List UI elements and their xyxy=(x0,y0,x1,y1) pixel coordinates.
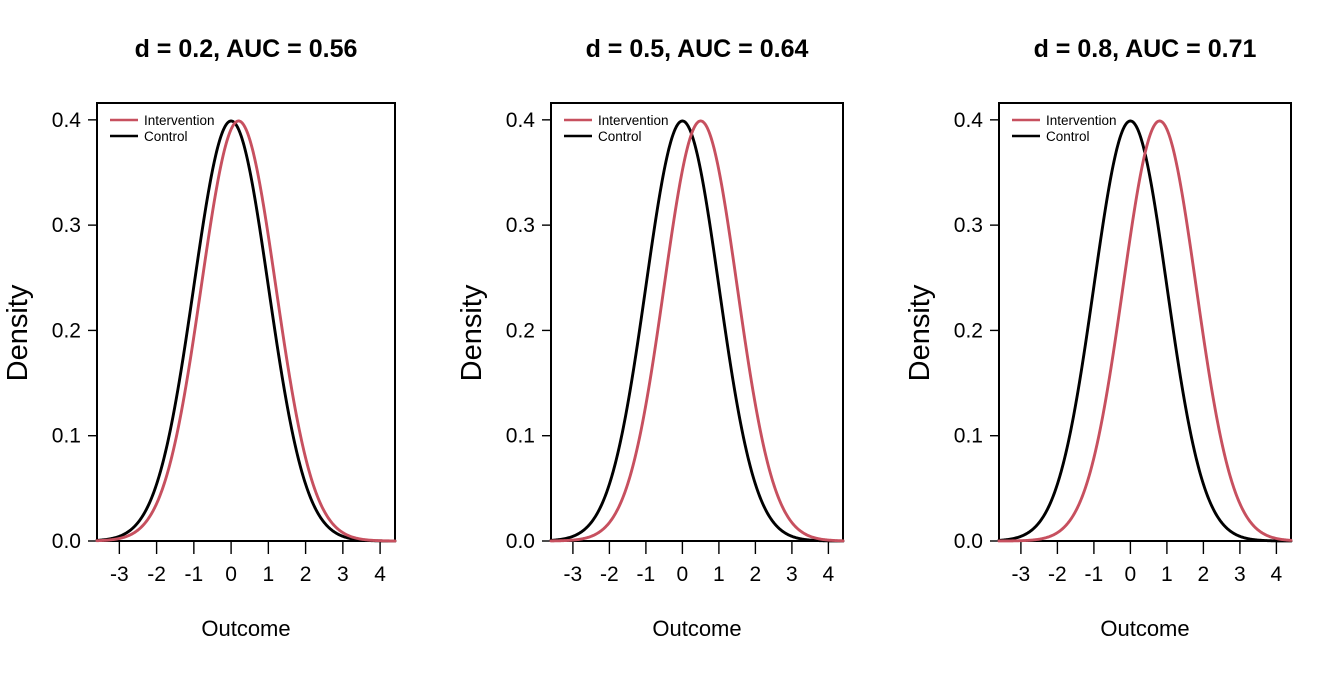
svg-text:Control: Control xyxy=(598,129,642,144)
svg-text:2: 2 xyxy=(1198,563,1210,586)
svg-text:1: 1 xyxy=(1161,563,1173,586)
svg-text:4: 4 xyxy=(823,563,835,586)
svg-text:0.4: 0.4 xyxy=(954,109,984,132)
svg-text:-1: -1 xyxy=(1085,563,1104,586)
svg-text:3: 3 xyxy=(337,563,349,586)
svg-text:d = 0.5, AUC = 0.64: d = 0.5, AUC = 0.64 xyxy=(586,35,809,63)
svg-text:0.3: 0.3 xyxy=(52,214,81,237)
svg-text:0: 0 xyxy=(225,563,237,586)
svg-text:0: 0 xyxy=(677,563,689,586)
svg-text:-1: -1 xyxy=(637,563,656,586)
svg-text:Intervention: Intervention xyxy=(1046,113,1117,128)
svg-text:3: 3 xyxy=(1234,563,1246,586)
svg-text:Outcome: Outcome xyxy=(201,616,290,641)
svg-text:d = 0.2, AUC = 0.56: d = 0.2, AUC = 0.56 xyxy=(135,35,358,63)
svg-text:3: 3 xyxy=(786,563,798,586)
svg-text:Density: Density xyxy=(904,284,936,381)
svg-text:1: 1 xyxy=(713,563,725,586)
svg-text:0.1: 0.1 xyxy=(52,425,81,448)
svg-text:1: 1 xyxy=(263,563,275,586)
svg-text:4: 4 xyxy=(1271,563,1283,586)
svg-text:4: 4 xyxy=(374,563,386,586)
svg-text:-1: -1 xyxy=(185,563,204,586)
svg-text:Intervention: Intervention xyxy=(144,113,215,128)
svg-text:Control: Control xyxy=(144,129,188,144)
svg-text:0.2: 0.2 xyxy=(506,319,535,342)
svg-text:2: 2 xyxy=(300,563,312,586)
svg-text:2: 2 xyxy=(750,563,762,586)
svg-text:0.4: 0.4 xyxy=(506,109,536,132)
svg-text:0.0: 0.0 xyxy=(506,530,535,553)
svg-text:0.3: 0.3 xyxy=(954,214,983,237)
svg-text:0.0: 0.0 xyxy=(954,530,983,553)
svg-text:-2: -2 xyxy=(600,563,619,586)
svg-text:Outcome: Outcome xyxy=(652,616,741,641)
svg-text:0.3: 0.3 xyxy=(506,214,535,237)
svg-text:0: 0 xyxy=(1125,563,1137,586)
svg-text:-3: -3 xyxy=(1012,563,1031,586)
svg-text:Control: Control xyxy=(1046,129,1090,144)
svg-text:0.0: 0.0 xyxy=(52,530,81,553)
svg-text:0.4: 0.4 xyxy=(52,109,82,132)
svg-text:Intervention: Intervention xyxy=(598,113,669,128)
svg-text:0.2: 0.2 xyxy=(954,319,983,342)
svg-text:-2: -2 xyxy=(147,563,166,586)
svg-text:0.2: 0.2 xyxy=(52,319,81,342)
svg-text:-3: -3 xyxy=(564,563,583,586)
svg-text:d = 0.8, AUC = 0.71: d = 0.8, AUC = 0.71 xyxy=(1034,35,1257,63)
svg-text:Density: Density xyxy=(2,284,34,381)
svg-text:-3: -3 xyxy=(110,563,129,586)
svg-text:0.1: 0.1 xyxy=(506,425,535,448)
svg-text:Outcome: Outcome xyxy=(1100,616,1189,641)
svg-text:-2: -2 xyxy=(1048,563,1067,586)
svg-text:Density: Density xyxy=(456,284,488,381)
svg-text:0.1: 0.1 xyxy=(954,425,983,448)
